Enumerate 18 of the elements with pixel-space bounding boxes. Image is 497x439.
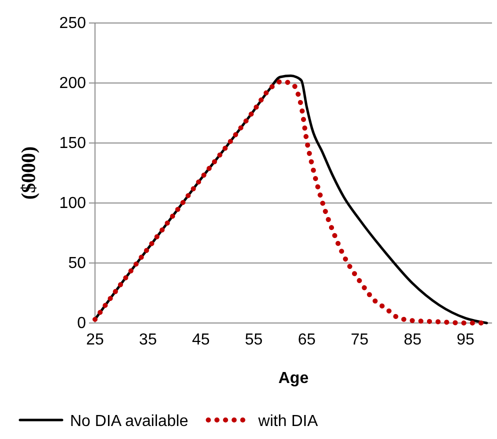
x-tick-label: 75 bbox=[350, 331, 369, 348]
x-tick-label: 35 bbox=[139, 331, 157, 348]
y-tick-label: 150 bbox=[59, 135, 86, 152]
x-tick-label: 85 bbox=[404, 331, 422, 348]
y-axis-title: ($000) bbox=[18, 146, 40, 200]
x-tick-label: 45 bbox=[192, 331, 210, 348]
y-tick-label: 250 bbox=[59, 15, 86, 32]
x-axis-title: Age bbox=[278, 370, 309, 387]
x-tick-label: 95 bbox=[456, 331, 475, 348]
y-tick-label: 50 bbox=[68, 255, 86, 272]
legend-label: No DIA available bbox=[70, 413, 188, 430]
legend-label: with DIA bbox=[257, 413, 318, 430]
x-tick-label: 55 bbox=[244, 331, 263, 348]
x-tick-label: 25 bbox=[86, 331, 104, 348]
y-tick-label: 200 bbox=[59, 75, 86, 92]
x-tick-label: 65 bbox=[298, 331, 316, 348]
y-tick-label: 0 bbox=[77, 315, 86, 332]
y-tick-label: 100 bbox=[59, 195, 86, 212]
